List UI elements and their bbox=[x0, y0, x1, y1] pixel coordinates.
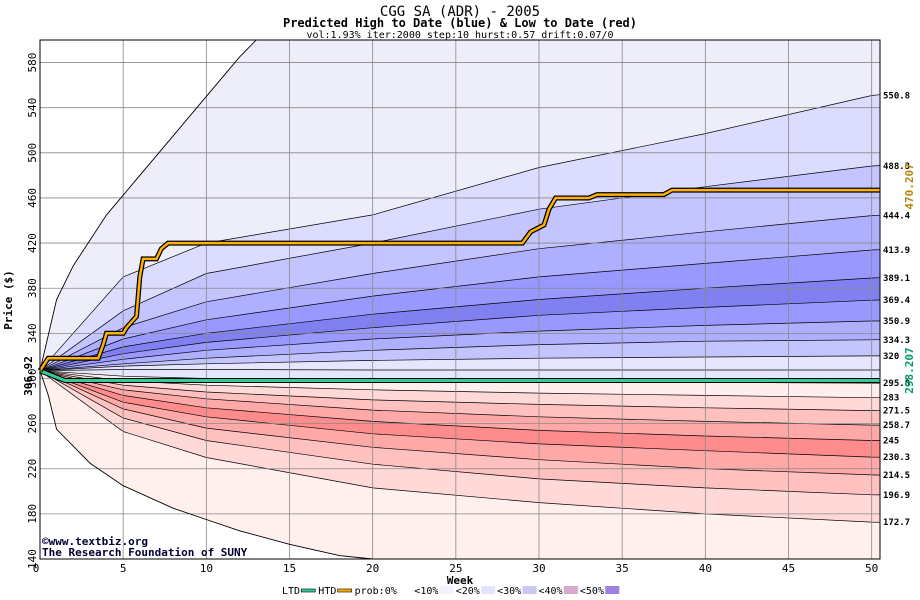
legend-label: <50% bbox=[580, 586, 604, 597]
y-tick-label: 340 bbox=[26, 323, 39, 343]
y-axis-label: Price ($) bbox=[2, 270, 15, 330]
probability-band bbox=[40, 215, 880, 371]
y-tick-label: 180 bbox=[26, 504, 39, 524]
x-tick-label: 35 bbox=[616, 562, 629, 575]
band-edge-label: 283 bbox=[883, 394, 899, 404]
band-edge-label: 245 bbox=[883, 437, 899, 447]
band-edge-label: 258.7 bbox=[883, 421, 910, 431]
x-tick-label: 0 bbox=[33, 562, 40, 575]
band-edge-labels: 550.8 488.3 444.4 413.9 389.1 369.4 350.9 334.3… bbox=[883, 92, 911, 529]
legend-label: LTD bbox=[282, 586, 300, 597]
upper-envelope-line bbox=[39, 39, 257, 371]
x-axis-label: Week bbox=[447, 574, 474, 587]
legend-label: <30% bbox=[497, 586, 521, 597]
band-edge-label: 271.5 bbox=[883, 407, 910, 417]
x-tick-label: 40 bbox=[699, 562, 712, 575]
chart-title: CGG SA (ADR) - 2005 bbox=[380, 4, 540, 20]
lower-envelope-line bbox=[39, 370, 373, 560]
band-edge-label: 369.4 bbox=[883, 296, 911, 306]
band-edge-label: 320 bbox=[883, 352, 899, 362]
credit-url: ©www.textbiz.org bbox=[42, 535, 148, 548]
y-tick-label: 220 bbox=[26, 459, 39, 479]
legend-swatch bbox=[481, 586, 496, 594]
chart-params: vol:1.93% iter:2000 step:10 hurst:0.57 d… bbox=[306, 30, 613, 41]
band-edge-label: 444.4 bbox=[883, 212, 911, 222]
grid bbox=[40, 40, 880, 559]
y-tick-label: 500 bbox=[26, 143, 39, 163]
legend-swatch bbox=[337, 588, 352, 593]
band-edge-label: 413.9 bbox=[883, 246, 910, 256]
probability-band bbox=[40, 370, 880, 495]
x-tick-label: 50 bbox=[865, 562, 878, 575]
outer-envelope-lines bbox=[39, 39, 373, 560]
probability-band bbox=[40, 355, 880, 371]
ltd-final-value: 298.207 bbox=[903, 347, 916, 393]
band-edge-label: 550.8 bbox=[883, 92, 910, 102]
chart-subtitle: Predicted High to Date (blue) & Low to D… bbox=[283, 16, 637, 30]
credit-org: The Research Foundation of SUNY bbox=[42, 546, 248, 559]
start-price-label: 306.92 bbox=[22, 356, 35, 396]
band-edge-label: 214.5 bbox=[883, 471, 910, 481]
band-edge-label: 334.3 bbox=[883, 336, 910, 346]
y-tick-label: 580 bbox=[26, 53, 39, 73]
x-tick-label: 5 bbox=[120, 562, 127, 575]
legend-swatch bbox=[398, 586, 413, 594]
probability-band bbox=[40, 300, 880, 371]
legend-swatch bbox=[563, 586, 578, 594]
band-edge-label: 389.1 bbox=[883, 274, 910, 284]
legend-label: prob:0% bbox=[355, 586, 397, 597]
htd-line bbox=[38, 188, 880, 372]
legend-label: <40% bbox=[539, 586, 563, 597]
y-tick-label: 460 bbox=[26, 188, 39, 208]
legend-swatch bbox=[300, 588, 316, 593]
legend-swatch bbox=[605, 586, 620, 594]
legend-swatch bbox=[439, 586, 454, 594]
y-tick-label: 420 bbox=[26, 233, 39, 253]
y-tick-label: 140 bbox=[26, 549, 39, 569]
probability-band bbox=[40, 370, 880, 441]
y-axis-ticks: 140 180 220 260 300 340 380 420 460 500 540 580 bbox=[26, 53, 39, 569]
band-edge-label: 230.3 bbox=[883, 453, 910, 463]
plot-frame bbox=[39, 39, 881, 560]
probability-band bbox=[40, 370, 880, 476]
band-edge-label: 350.9 bbox=[883, 317, 910, 327]
x-tick-label: 15 bbox=[283, 562, 296, 575]
band-edge-label: 295.8 bbox=[883, 379, 910, 389]
x-tick-label: 20 bbox=[366, 562, 379, 575]
probability-band bbox=[40, 277, 880, 371]
band-edge-label: 488.3 bbox=[883, 162, 910, 172]
y-tick-label: 540 bbox=[26, 98, 39, 118]
band-edge-label: 172.7 bbox=[883, 518, 910, 528]
legend-label: <20% bbox=[456, 586, 480, 597]
y-tick-label: 380 bbox=[26, 278, 39, 298]
actual-series bbox=[37, 187, 880, 383]
x-tick-label: 30 bbox=[532, 562, 545, 575]
probability-band bbox=[40, 370, 880, 426]
htd-final-value: 470.207 bbox=[903, 163, 916, 209]
y-tick-label: 260 bbox=[26, 414, 39, 434]
legend-label: <10% bbox=[414, 586, 438, 597]
probability-band bbox=[40, 370, 880, 398]
ltd-line bbox=[39, 369, 880, 382]
legend: LTD HTD prob:0% <10% <20% <30% <40% <50% bbox=[282, 586, 620, 597]
probability-band bbox=[40, 370, 880, 523]
x-tick-label: 10 bbox=[200, 562, 213, 575]
probability-band bbox=[40, 165, 880, 371]
probability-band bbox=[40, 339, 880, 371]
x-tick-label: 45 bbox=[782, 562, 795, 575]
legend-label: HTD bbox=[318, 586, 336, 597]
probability-band bbox=[40, 370, 880, 458]
probability-band bbox=[40, 370, 880, 411]
probability-band bbox=[40, 249, 880, 371]
y-tick-label: 300 bbox=[26, 369, 39, 389]
x-tick-label: 25 bbox=[449, 562, 462, 575]
probability-band bbox=[40, 94, 880, 371]
x-axis-ticks: 0 5 10 15 20 25 30 35 40 45 50 bbox=[33, 562, 879, 575]
band-edge-label: 196.9 bbox=[883, 491, 910, 501]
legend-swatch bbox=[522, 586, 537, 594]
